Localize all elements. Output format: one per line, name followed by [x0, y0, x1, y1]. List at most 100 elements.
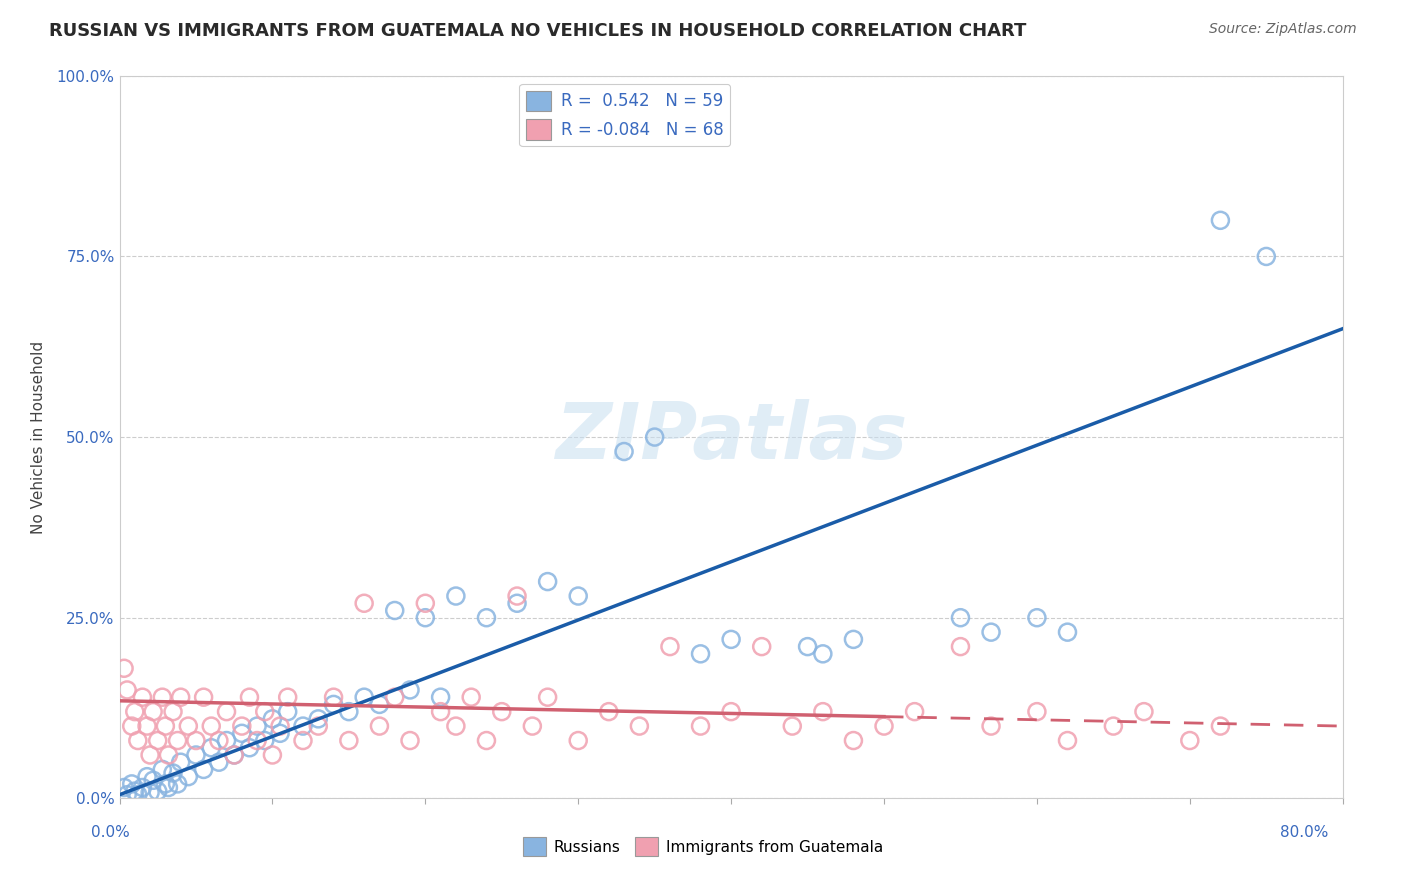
Point [208, 755, 231, 769]
Point [842, 632, 865, 647]
Text: RUSSIAN VS IMMIGRANTS FROM GUATEMALA NO VEHICLES IN HOUSEHOLD CORRELATION CHART: RUSSIAN VS IMMIGRANTS FROM GUATEMALA NO … [49, 22, 1026, 40]
Point [796, 640, 818, 654]
Point [1209, 213, 1232, 227]
Point [131, 780, 153, 795]
Point [384, 690, 406, 705]
Point [1026, 705, 1049, 719]
Point [200, 719, 222, 733]
Point [444, 589, 467, 603]
Point [506, 589, 529, 603]
Point [121, 719, 143, 733]
Point [142, 705, 165, 719]
Point [689, 647, 711, 661]
Point [184, 747, 207, 762]
Point [751, 640, 773, 654]
Point [166, 777, 188, 791]
Point [689, 719, 711, 733]
Point [277, 690, 299, 705]
Point [162, 766, 184, 780]
Point [307, 712, 329, 726]
Point [262, 747, 284, 762]
Point [238, 690, 260, 705]
Point [238, 740, 260, 755]
Point [292, 733, 315, 747]
Point [112, 780, 135, 795]
Point [567, 733, 589, 747]
Point [460, 690, 482, 705]
Text: 0.0%: 0.0% [91, 825, 131, 839]
Point [904, 705, 927, 719]
Legend: Russians, Immigrants from Guatemala: Russians, Immigrants from Guatemala [516, 831, 890, 862]
Point [150, 690, 173, 705]
Point [127, 788, 149, 802]
Point [262, 712, 284, 726]
Point [150, 763, 173, 777]
Point [537, 574, 560, 589]
Point [177, 719, 200, 733]
Point [353, 596, 375, 610]
Point [522, 719, 544, 733]
Point [139, 786, 162, 800]
Point [136, 770, 159, 784]
Point [215, 705, 238, 719]
Point [337, 705, 360, 719]
Point [253, 705, 276, 719]
Point [177, 770, 200, 784]
Point [124, 705, 146, 719]
Point [537, 690, 560, 705]
Point [980, 625, 1002, 640]
Point [873, 719, 896, 733]
Point [124, 784, 146, 798]
Point [399, 683, 422, 698]
Point [162, 705, 184, 719]
Point [475, 733, 498, 747]
Point [384, 603, 406, 617]
Point [429, 705, 451, 719]
Point [1056, 625, 1078, 640]
Point [169, 755, 191, 769]
Point [491, 705, 513, 719]
Point [980, 719, 1002, 733]
Point [157, 780, 180, 795]
Y-axis label: No Vehicles in Household: No Vehicles in Household [31, 341, 45, 533]
Point [720, 632, 742, 647]
Point [224, 747, 246, 762]
Point [136, 719, 159, 733]
Point [949, 640, 972, 654]
Point [253, 733, 276, 747]
Point [598, 705, 620, 719]
Point [811, 705, 834, 719]
Point [644, 430, 666, 444]
Point [720, 705, 742, 719]
Point [231, 719, 253, 733]
Point [322, 690, 344, 705]
Point [169, 690, 191, 705]
Point [246, 733, 269, 747]
Legend: R =  0.542   N = 59, R = -0.084   N = 68: R = 0.542 N = 59, R = -0.084 N = 68 [519, 84, 730, 146]
Point [475, 610, 498, 624]
Point [121, 777, 143, 791]
Point [269, 719, 291, 733]
Point [215, 733, 238, 747]
Point [1026, 610, 1049, 624]
Point [368, 719, 391, 733]
Point [231, 726, 253, 740]
Point [146, 784, 169, 798]
Point [782, 719, 804, 733]
Point [628, 719, 651, 733]
Point [613, 444, 636, 458]
Point [224, 747, 246, 762]
Point [307, 719, 329, 733]
Point [146, 733, 169, 747]
Point [131, 690, 153, 705]
Point [413, 610, 436, 624]
Point [949, 610, 972, 624]
Point [506, 596, 529, 610]
Point [115, 788, 138, 802]
Point [842, 733, 865, 747]
Point [200, 740, 222, 755]
Point [246, 719, 269, 733]
Point [193, 763, 215, 777]
Point [444, 719, 467, 733]
Point [277, 705, 299, 719]
